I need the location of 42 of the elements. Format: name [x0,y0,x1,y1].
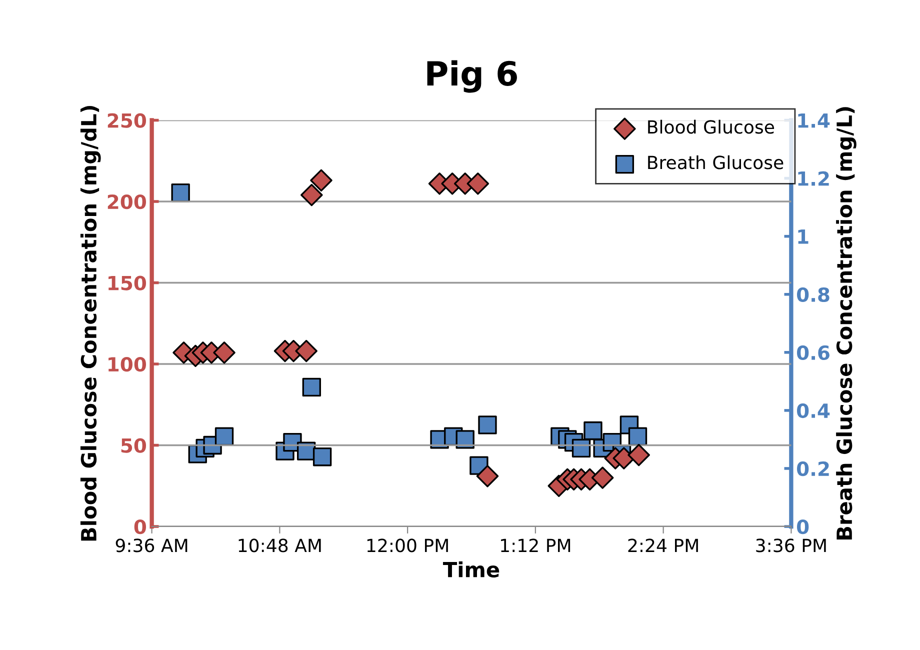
y2-tick-label: 0.6 [796,345,830,360]
y-axis-title: Blood Glucose Concentration (mg/dL) [80,106,101,541]
legend-label: Blood Glucose [648,120,774,134]
point [213,341,236,364]
point [628,444,650,466]
chart-title: Pig 6 [427,60,517,93]
y2-axis-title: Breath Glucose Concentration (mg/L) [836,107,856,540]
point [171,183,190,202]
y-tick-label: 200 [108,194,146,210]
y-tick-label: 150 [108,276,146,290]
x-tick-label: 3:36 PM [756,538,826,552]
y2-tick-label: 0.4 [796,403,830,418]
point [295,340,318,362]
point [310,169,332,192]
y2-tick-label: 1.4 [798,113,830,128]
point [628,427,648,446]
point [466,172,490,195]
x-axis-title: Time [443,561,500,578]
x-tick-label: 10:48 AM [238,538,321,552]
y-tick-label: 100 [108,356,146,372]
point [584,421,602,440]
y-tick-label: 0 [134,519,146,534]
point [302,378,321,397]
point [478,416,497,434]
x-tick-label: 2:24 PM [628,538,698,552]
point [456,430,474,449]
point [476,464,499,488]
point [591,466,614,489]
y-tick-label: 250 [108,113,146,128]
y-tick-label: 50 [121,438,146,453]
x-tick-label: 12:00 PM [367,538,448,552]
y2-tick-label: 0.2 [796,461,829,476]
y2-tick-label: 0.8 [796,287,830,302]
x-tick-label: 1:12 PM [501,538,570,552]
legend-label: Breath Glucose [648,155,784,170]
point [312,448,332,466]
point [214,427,234,446]
y2-tick-label: 0 [796,519,809,534]
x-tick-label: 9:36 AM [116,538,188,552]
y2-tick-label: 1.2 [798,171,829,186]
point [300,184,323,206]
y2-tick-label: 1 [798,230,808,244]
